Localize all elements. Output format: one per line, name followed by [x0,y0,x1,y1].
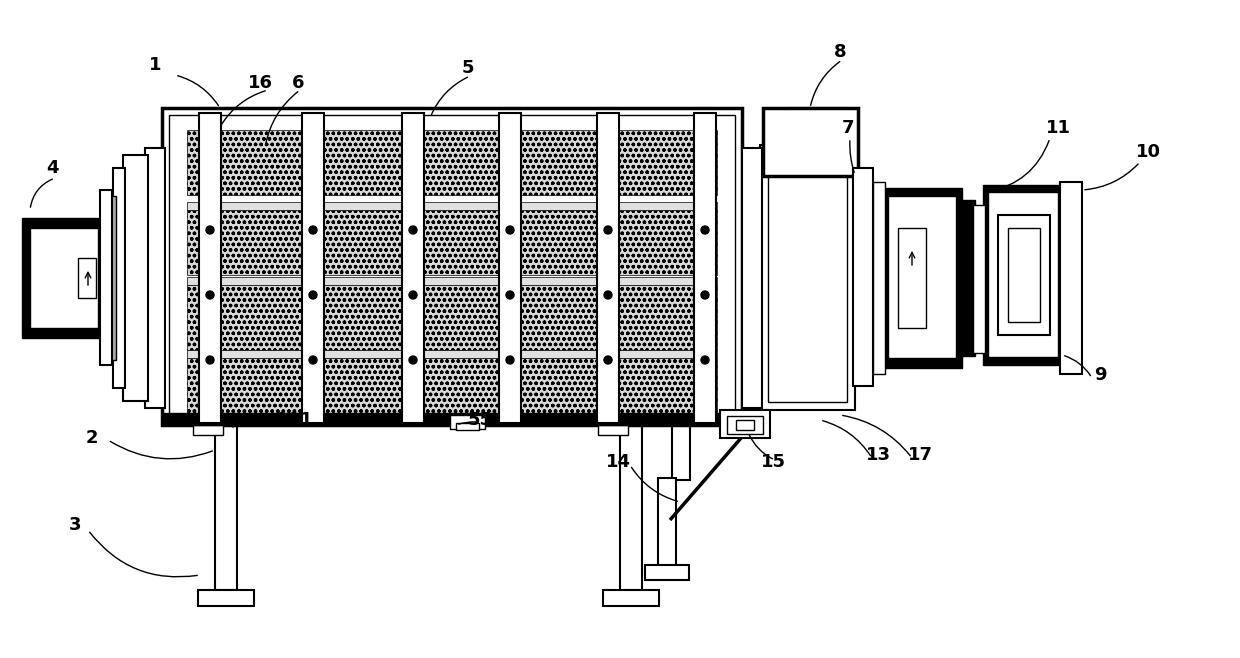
Circle shape [701,226,709,234]
Bar [603,590,658,606]
Text: 5: 5 [461,59,474,77]
Bar [187,277,717,285]
Bar [760,145,856,410]
Text: 7: 7 [842,119,854,137]
Text: 16: 16 [248,74,273,92]
Text: 14: 14 [605,453,630,471]
Bar [78,258,95,298]
Bar [888,196,956,358]
Circle shape [701,291,709,299]
Bar [737,420,754,430]
Bar [1008,228,1040,322]
Bar [853,168,873,386]
Text: 8: 8 [833,43,847,61]
Circle shape [604,291,613,299]
Bar [694,113,715,423]
Circle shape [604,226,613,234]
Bar [162,413,742,425]
Circle shape [206,291,215,299]
Bar [22,218,112,338]
Text: 13: 13 [866,446,890,464]
Bar [113,168,125,388]
Bar [187,350,717,358]
Text: 4: 4 [46,159,58,177]
Text: 9: 9 [1094,366,1106,384]
Bar [882,188,962,368]
Text: 2: 2 [86,429,98,447]
Bar [187,358,717,423]
Bar [727,416,763,434]
Bar [187,130,717,195]
Bar [145,148,165,408]
Circle shape [506,291,515,299]
Bar [797,130,839,145]
Bar [898,228,926,328]
Bar [960,200,975,356]
Bar [763,108,858,176]
Bar [973,205,985,353]
Text: 3: 3 [68,516,82,534]
Circle shape [309,226,317,234]
Bar [402,113,424,423]
Text: 15: 15 [760,453,785,471]
Bar [742,148,763,408]
Bar [672,425,689,480]
Bar [123,155,148,401]
Bar [620,425,642,590]
Bar [303,113,324,423]
Text: 10: 10 [1136,143,1161,161]
Bar [187,285,717,350]
Circle shape [701,356,709,364]
Bar [998,215,1050,335]
Circle shape [409,356,417,364]
Circle shape [309,291,317,299]
Bar [790,108,844,130]
Circle shape [206,356,215,364]
Text: 55: 55 [467,411,492,429]
Text: 6: 6 [291,74,304,92]
Bar [108,196,117,360]
Text: 101: 101 [277,411,314,429]
Circle shape [206,226,215,234]
Circle shape [409,291,417,299]
Bar [658,478,676,568]
Bar [596,113,619,423]
Bar [988,192,1058,357]
Circle shape [409,226,417,234]
Bar [450,415,485,429]
Bar [720,410,770,438]
Bar [193,425,223,435]
Bar [187,202,717,210]
Bar [198,590,254,606]
Bar [1060,182,1083,374]
Circle shape [506,356,515,364]
Bar [187,210,717,275]
Circle shape [506,226,515,234]
Bar [169,115,735,418]
Bar [873,182,885,374]
Bar [456,423,479,430]
Text: 11: 11 [1045,119,1070,137]
Bar [645,565,689,580]
Bar [768,153,847,402]
Circle shape [604,356,613,364]
Bar [215,425,237,590]
Circle shape [309,356,317,364]
Bar [30,228,98,328]
Bar [100,190,112,365]
Text: 1: 1 [149,56,161,74]
Bar [198,113,221,423]
Text: 17: 17 [908,446,932,464]
Bar [598,425,627,435]
Bar [162,108,742,425]
Bar [498,113,521,423]
Bar [983,185,1063,365]
